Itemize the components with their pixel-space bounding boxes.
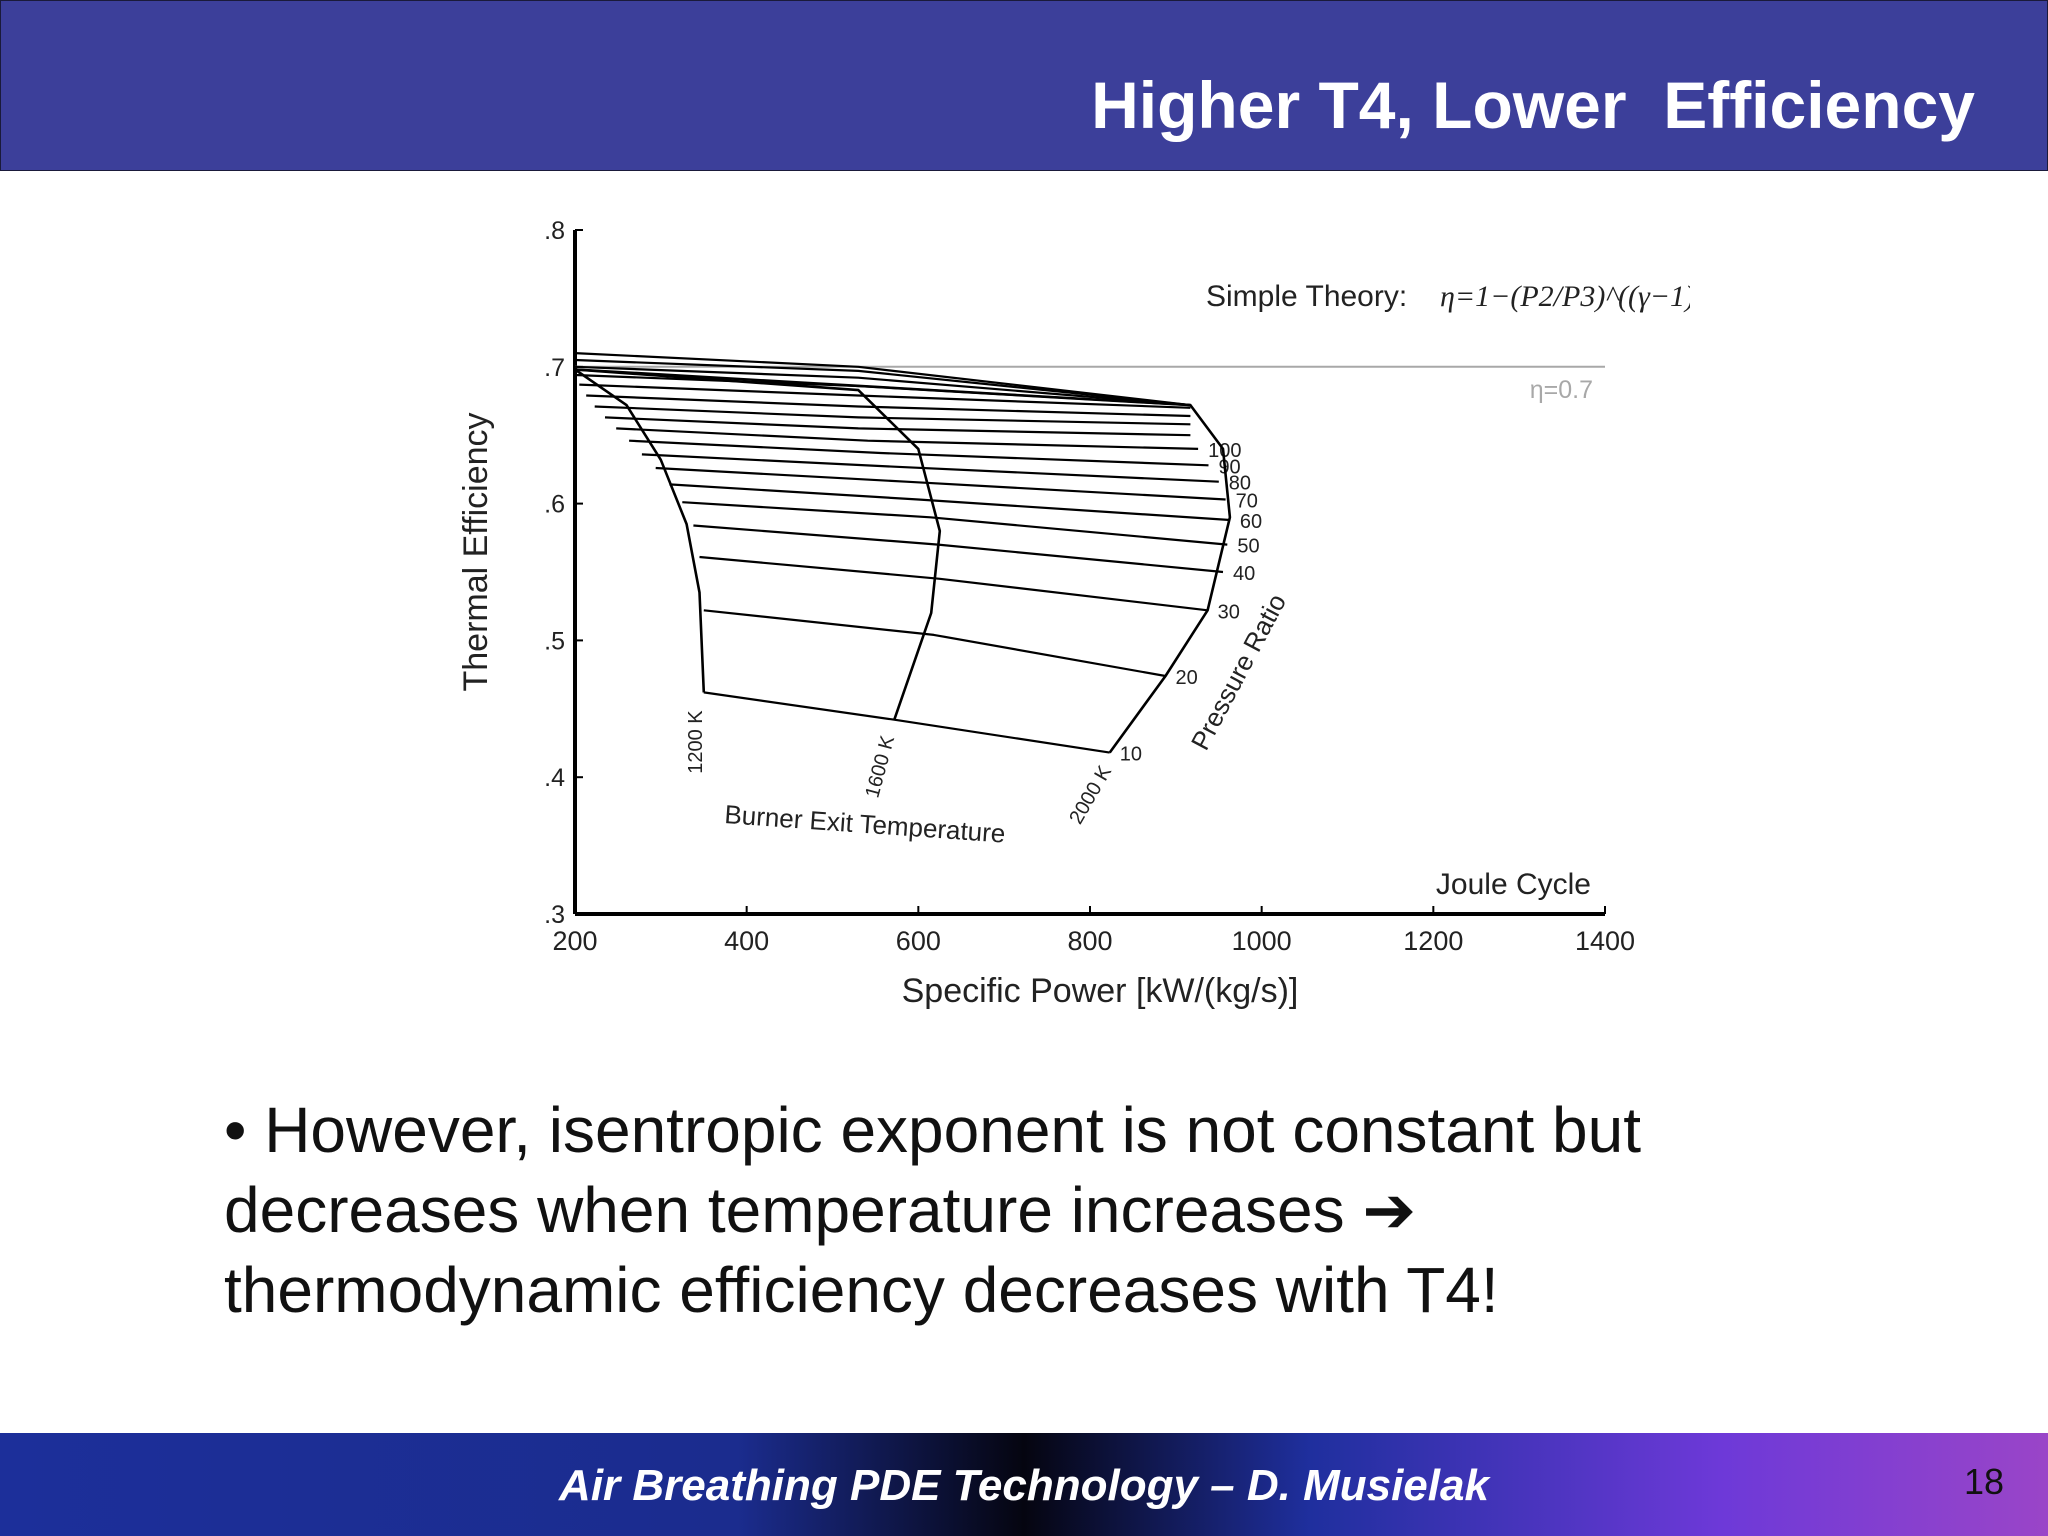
pressure-ratio-line [703,609,1166,678]
pressure-ratio-line [604,416,1191,437]
y-tick-label: .7 [544,354,565,382]
y-tick-label: .4 [544,764,565,792]
pressure-ratio-label: 60 [1240,511,1262,533]
pressure-ratio-label: 40 [1233,563,1255,585]
pressure-ratio-line [682,501,1228,546]
x-tick-label: 1000 [1232,926,1292,956]
pressure-ratio-label: 50 [1237,536,1259,558]
y-tick-label: .6 [544,491,565,519]
pressure-ratio-line [655,466,1226,501]
pressure-ratio-label: 80 [1229,473,1251,495]
y-axis-label: Thermal Efficiency [457,412,495,691]
pressure-ratio-line [616,427,1199,450]
burner-exit-temperature-label: Burner Exit Temperature [724,799,1007,849]
temperature-line [574,368,706,693]
temperature-line [574,368,942,721]
page-number: 18 [1963,1461,2004,1502]
x-tick-label: 600 [896,926,941,956]
pressure-ratio-label: 20 [1176,667,1198,689]
pressure-ratio-line [574,358,1191,407]
y-tick-label: .5 [544,627,565,655]
pressure-ratio-label: 30 [1218,601,1240,623]
footer-bar: Air Breathing PDE Technology – D. Musiel… [0,1433,2048,1536]
cycle-label: Joule Cycle [1436,868,1591,901]
y-tick-label: .8 [544,217,565,245]
x-tick-label: 400 [724,926,769,956]
bullet-text: • However, isentropic exponent is not co… [224,1094,1641,1326]
pressure-ratio-line [579,383,1191,409]
pressure-ratio-line [629,439,1209,467]
pressure-ratio-line [641,453,1219,483]
pressure-ratio-line [574,352,1191,407]
title-bar: Higher T4, Lower Efficiency [0,0,2048,171]
slide-title: Higher T4, Lower Efficiency [1091,68,1975,142]
x-axis-label: Specific Power [kW/(kg/s)] [902,972,1299,1010]
footer-text: Air Breathing PDE Technology – D. Musiel… [559,1461,1489,1510]
pressure-ratio-line [594,405,1191,426]
pressure-ratio-line [699,555,1208,612]
temperature-label: 1200 K [685,710,707,774]
x-tick-label: 1200 [1403,926,1463,956]
y-tick-label: .3 [544,901,565,929]
pressure-ratio-label: 70 [1236,490,1258,512]
x-tick-label: 1400 [1575,926,1635,956]
pressure-ratio-line [669,483,1230,522]
reference-line-label: η=0.7 [1530,376,1593,404]
temperature-label: 2000 K [1065,762,1116,828]
formula-text: η=1−(P2/P3)^((γ−1)/γ) [1440,280,1690,313]
formula-label: Simple Theory: [1206,280,1407,313]
pressure-ratio-label: 10 [1120,744,1142,766]
pressure-ratio-line [574,365,1191,407]
pressure-ratio-line [693,524,1224,574]
x-tick-label: 200 [552,926,597,956]
pressure-ratio-line [703,691,1110,754]
x-tick-label: 800 [1067,926,1112,956]
pressure-ratio-line [586,394,1191,418]
temperature-line [574,368,1232,754]
efficiency-chart: 200 400 600 800 1000 1200 1400 .3 .4 .5 .6 .7 .8 Spec… [457,217,1690,1010]
pressure-ratio-label: 100 [1208,440,1241,462]
temperature-label: 1600 K [861,733,899,801]
